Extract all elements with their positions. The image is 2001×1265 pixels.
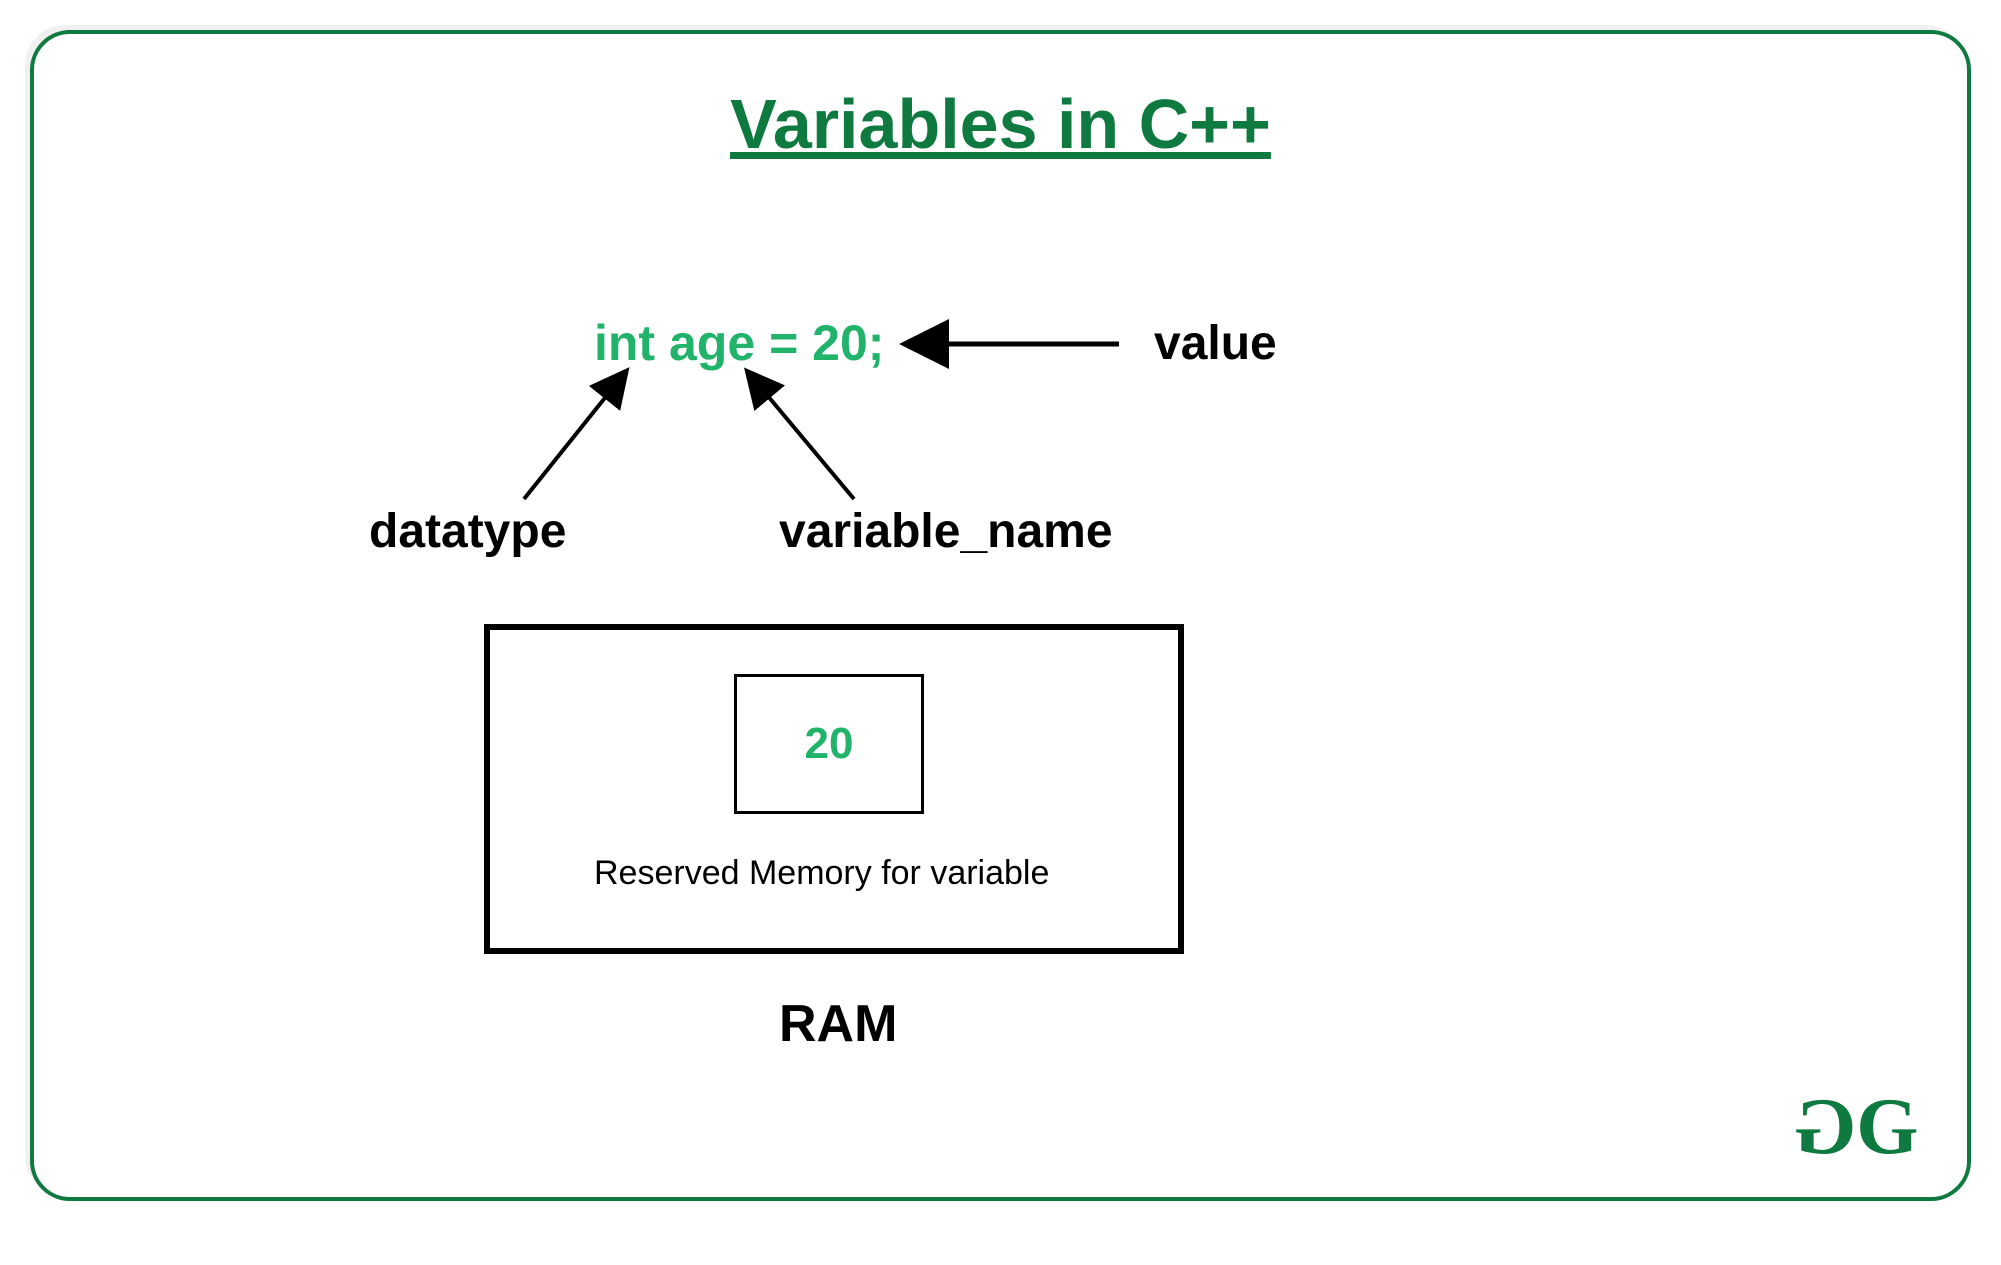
label-value: value xyxy=(1154,316,1277,371)
geeksforgeeks-logo: GG xyxy=(1794,1082,1918,1173)
memory-cell-value: 20 xyxy=(805,719,854,769)
memory-caption: Reserved Memory for variable xyxy=(594,854,1049,893)
diagram-canvas: int age = 20; xyxy=(34,34,1967,1197)
memory-cell: 20 xyxy=(734,674,924,814)
diagram-frame: Variables in C++ int age = 20; xyxy=(30,30,1971,1201)
arrow-varname-line xyxy=(762,389,854,499)
ram-label: RAM xyxy=(779,994,897,1054)
label-variable-name: variable_name xyxy=(779,504,1113,559)
label-datatype: datatype xyxy=(369,504,566,559)
